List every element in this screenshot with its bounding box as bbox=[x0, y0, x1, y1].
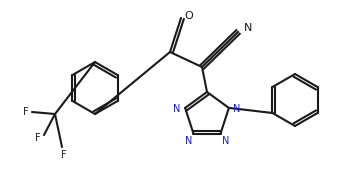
Text: N: N bbox=[222, 136, 229, 146]
Text: O: O bbox=[185, 11, 193, 21]
Text: N: N bbox=[233, 104, 241, 114]
Text: F: F bbox=[35, 133, 41, 143]
Text: N: N bbox=[244, 23, 252, 33]
Text: N: N bbox=[185, 136, 192, 146]
Text: F: F bbox=[23, 107, 29, 117]
Text: F: F bbox=[61, 150, 67, 160]
Text: N: N bbox=[173, 104, 181, 114]
